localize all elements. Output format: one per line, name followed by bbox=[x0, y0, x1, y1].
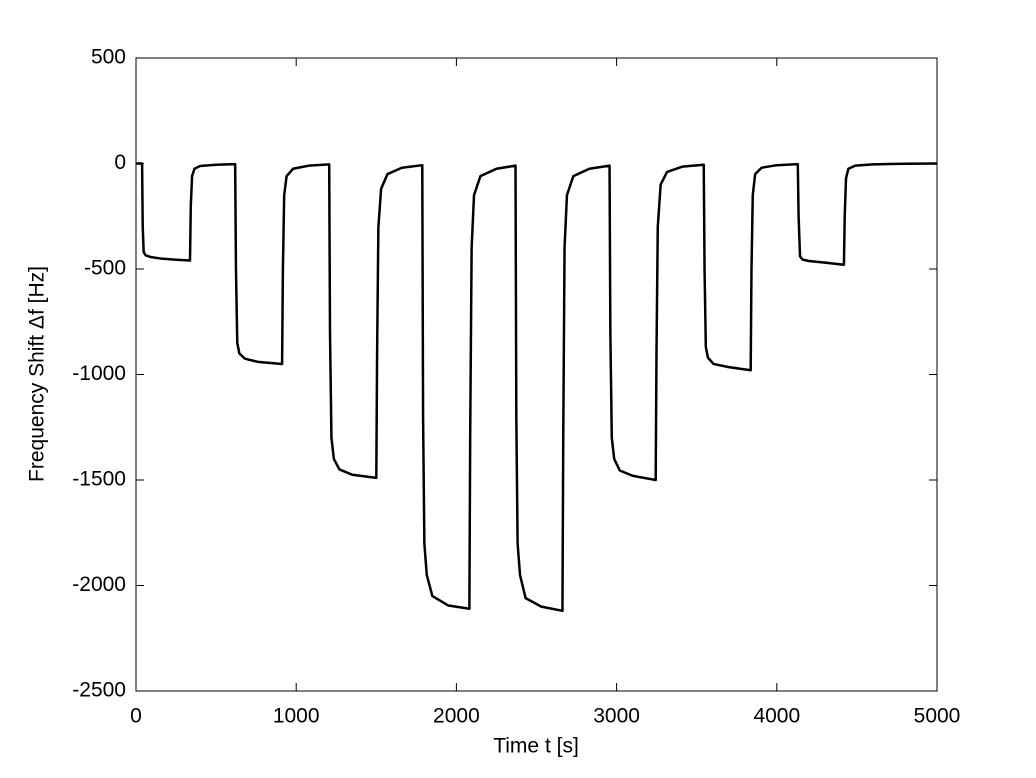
x-tick-label: 2000 bbox=[433, 705, 480, 728]
y-tick-label: -1000 bbox=[72, 362, 126, 385]
x-tick-label: 4000 bbox=[753, 705, 800, 728]
x-tick-label: 1000 bbox=[273, 705, 320, 728]
y-tick-label: -1500 bbox=[72, 468, 126, 491]
y-tick-label: -2500 bbox=[72, 679, 126, 702]
y-tick-label: -500 bbox=[84, 257, 126, 280]
y-tick-label: 500 bbox=[91, 46, 126, 69]
x-tick-label: 5000 bbox=[914, 705, 961, 728]
x-axis-label: Time t [s] bbox=[493, 735, 579, 758]
y-tick-label: 0 bbox=[114, 151, 126, 174]
x-tick-label: 0 bbox=[130, 705, 142, 728]
y-axis-label: Frequency Shift Δf [Hz] bbox=[26, 266, 49, 482]
y-tick-label: -2000 bbox=[72, 573, 126, 596]
data-line bbox=[136, 162, 938, 613]
x-tick-label: 3000 bbox=[593, 705, 640, 728]
